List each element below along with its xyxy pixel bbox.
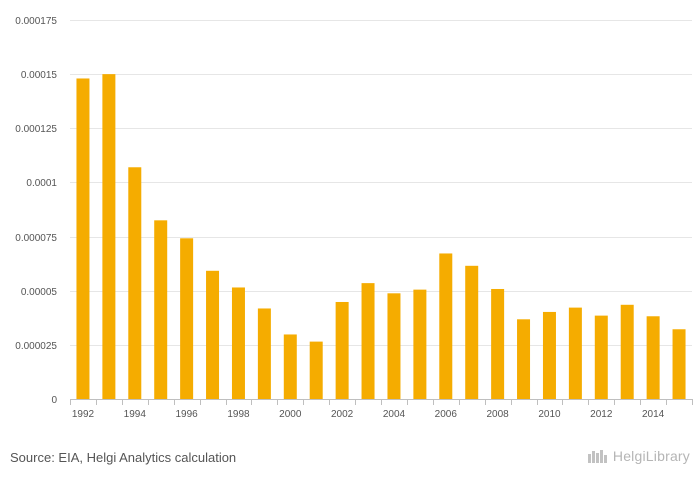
bar-2000 — [283, 334, 297, 399]
x-tick-label: 2006 — [435, 409, 458, 420]
bar-2014 — [646, 316, 660, 399]
bar-2001 — [309, 341, 323, 399]
bar-2007 — [465, 265, 479, 399]
x-axis-tick-labels: 1992 1994 1996 1998 2000 2002 2004 2006 2008 2010… — [72, 409, 665, 420]
x-tick-label: 2014 — [642, 409, 665, 420]
bar-2004 — [387, 293, 401, 399]
bar-2010 — [542, 311, 556, 399]
y-tick-label: 0.0001 — [26, 178, 57, 189]
bar-1993 — [102, 74, 116, 399]
logo-text: HelgiLibrary — [612, 448, 690, 464]
bar-2012 — [594, 315, 608, 399]
bar-1994 — [128, 167, 142, 399]
bar-1995 — [154, 220, 168, 399]
bar-2011 — [568, 307, 582, 399]
bar-1997 — [206, 270, 220, 399]
x-tick-label: 1998 — [227, 409, 250, 420]
x-tick-label: 2008 — [487, 409, 510, 420]
y-tick-label: 0.00015 — [21, 70, 58, 81]
bar-2005 — [413, 289, 427, 399]
y-axis-tick-labels: 0 0.000025 0.00005 0.000075 0.0001 0.000125 0.… — [15, 16, 57, 406]
x-tick-label: 2002 — [331, 409, 354, 420]
bar-1992 — [76, 78, 90, 399]
bar-2013 — [620, 304, 634, 399]
bar-1999 — [257, 308, 271, 399]
y-tick-label: 0.000075 — [15, 233, 57, 244]
helgi-library-logo: HelgiLibrary — [587, 448, 690, 464]
bar-1996 — [180, 238, 194, 399]
bar-2015 — [672, 329, 686, 399]
source-note: Source: EIA, Helgi Analytics calculation — [10, 450, 237, 465]
y-tick-label: 0.000175 — [15, 16, 57, 27]
bar-2002 — [335, 301, 349, 399]
x-axis — [70, 399, 693, 405]
gridlines — [70, 20, 692, 400]
x-tick-label: 2010 — [538, 409, 561, 420]
x-tick-label: 1992 — [72, 409, 95, 420]
bars — [76, 74, 686, 399]
bar-2003 — [361, 283, 375, 399]
y-tick-label: 0.000125 — [15, 124, 57, 135]
x-tick-label: 2004 — [383, 409, 406, 420]
bar-2008 — [491, 288, 505, 399]
y-tick-label: 0 — [51, 395, 57, 406]
x-tick-label: 2012 — [590, 409, 613, 420]
x-tick-label: 2000 — [279, 409, 302, 420]
y-tick-label: 0.00005 — [21, 287, 58, 298]
library-logo-icon — [587, 450, 607, 463]
bar-2006 — [439, 253, 453, 399]
bar-1998 — [231, 287, 245, 399]
x-tick-label: 1996 — [176, 409, 199, 420]
y-tick-label: 0.000025 — [15, 341, 57, 352]
bar-2009 — [517, 319, 531, 399]
x-tick-label: 1994 — [124, 409, 147, 420]
